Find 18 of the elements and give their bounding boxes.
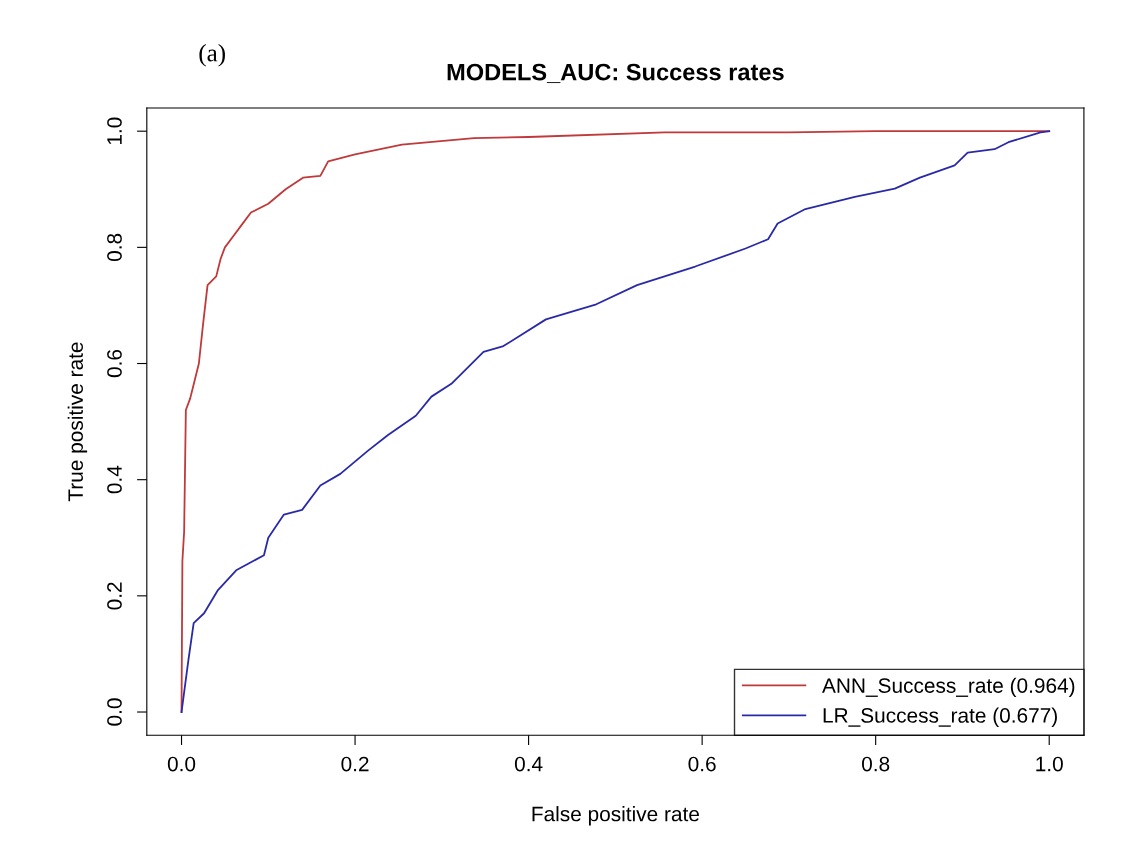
y-tick-label: 0.8 — [107, 233, 122, 262]
y-tick-label: 0.4 — [107, 465, 122, 494]
y-tick-label: 1.0 — [107, 117, 122, 145]
legend-label: LR_Success_rate (0.677) — [823, 707, 1057, 727]
x-tick-label: 0.2 — [341, 756, 369, 772]
y-tick-label: 0.2 — [107, 582, 122, 610]
x-axis-title: False positive rate — [532, 806, 699, 826]
x-tick-label: 1.0 — [1036, 756, 1063, 772]
y-tick-label: 0.6 — [107, 349, 122, 378]
legend-label: ANN_Success_rate (0.964) — [822, 677, 1075, 698]
chart-title: MODELS_AUC: Success rates — [447, 63, 784, 84]
x-tick-label: 0.0 — [167, 756, 196, 772]
x-tick-label: 0.6 — [688, 756, 716, 772]
text: (a) — [199, 43, 225, 67]
x-tick-label: 0.8 — [862, 756, 890, 772]
y-axis-title: True positive rate — [67, 342, 88, 502]
y-tick-label: 0.0 — [107, 698, 122, 726]
x-tick-label: 0.4 — [514, 756, 543, 772]
